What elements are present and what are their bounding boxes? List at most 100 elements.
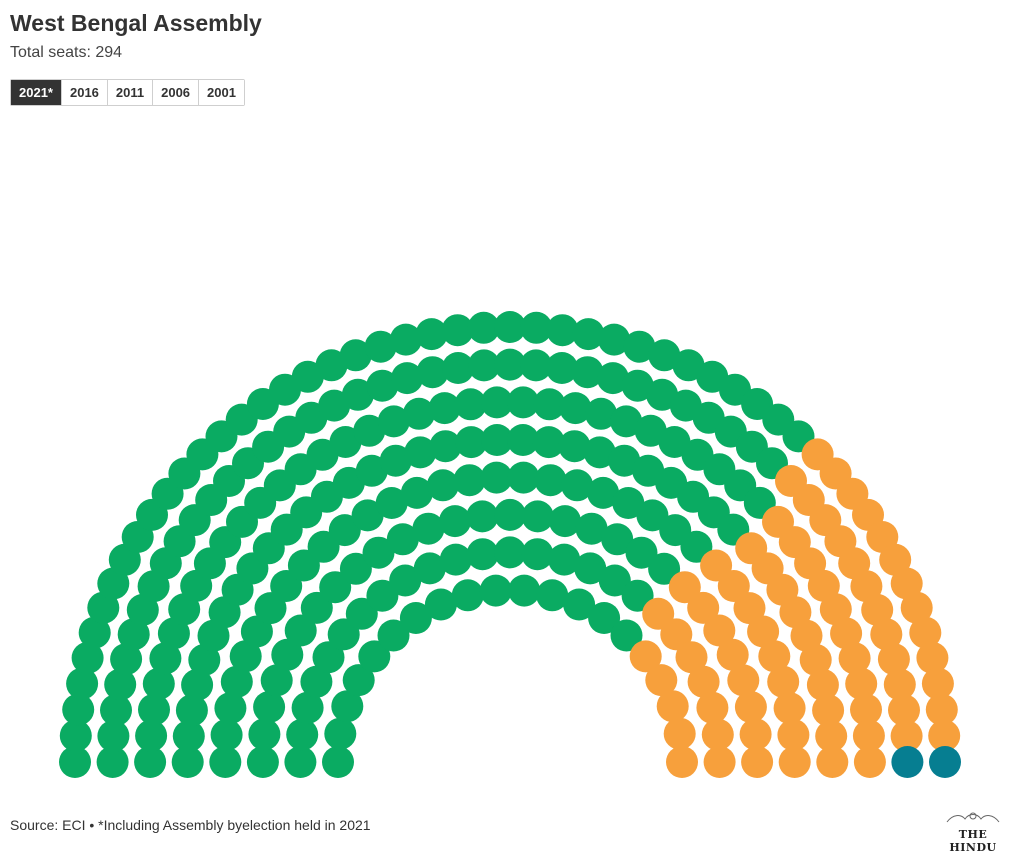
seat-green[interactable]	[429, 430, 462, 463]
seat-green[interactable]	[375, 487, 408, 519]
seat-green[interactable]	[636, 499, 669, 532]
seat-green[interactable]	[246, 746, 279, 778]
seat-green[interactable]	[454, 388, 487, 421]
seat-green[interactable]	[439, 505, 471, 538]
seat-orange[interactable]	[687, 665, 720, 698]
seat-green[interactable]	[533, 388, 566, 421]
seat-orange[interactable]	[767, 665, 800, 698]
seat-orange[interactable]	[850, 693, 882, 726]
seat-green[interactable]	[171, 746, 204, 778]
seat-green[interactable]	[521, 538, 554, 571]
seat-green[interactable]	[479, 574, 512, 607]
seat-orange[interactable]	[890, 567, 923, 600]
seat-green[interactable]	[149, 642, 182, 675]
seat-orange[interactable]	[663, 717, 696, 750]
seat-orange[interactable]	[909, 616, 942, 649]
seat-orange[interactable]	[777, 718, 810, 751]
seat-green[interactable]	[428, 392, 461, 425]
seat-green[interactable]	[96, 746, 129, 778]
tab-2021[interactable]: 2021*	[11, 80, 61, 105]
seat-green[interactable]	[286, 718, 319, 751]
seat-orange[interactable]	[696, 691, 729, 724]
seat-green[interactable]	[377, 405, 410, 438]
seat-orange[interactable]	[845, 667, 878, 700]
seat-green[interactable]	[412, 512, 445, 545]
seat-orange[interactable]	[734, 691, 767, 723]
seat-green[interactable]	[291, 360, 324, 393]
seat-green[interactable]	[284, 614, 317, 647]
seat-green[interactable]	[416, 356, 449, 389]
seat-green[interactable]	[97, 567, 130, 600]
seat-green[interactable]	[142, 667, 175, 700]
seat-green[interactable]	[507, 424, 539, 456]
seat-green[interactable]	[366, 579, 399, 612]
seat-green[interactable]	[598, 564, 631, 597]
seat-green[interactable]	[439, 543, 472, 576]
seat-orange[interactable]	[819, 593, 852, 626]
seat-green[interactable]	[400, 476, 433, 509]
seat-green[interactable]	[117, 618, 150, 651]
tab-2006[interactable]: 2006	[152, 80, 199, 105]
seat-green[interactable]	[175, 694, 208, 727]
seat-green[interactable]	[291, 691, 324, 724]
seat-green[interactable]	[441, 314, 474, 347]
seat-orange[interactable]	[703, 614, 736, 647]
seat-orange[interactable]	[799, 643, 832, 676]
seat-green[interactable]	[341, 378, 374, 411]
seat-green[interactable]	[331, 690, 364, 723]
seat-green[interactable]	[413, 552, 446, 585]
seat-orange[interactable]	[660, 618, 693, 651]
seat-green[interactable]	[494, 311, 526, 343]
seat-green[interactable]	[389, 564, 422, 597]
tab-2001[interactable]: 2001	[198, 80, 244, 105]
seat-orange[interactable]	[703, 746, 736, 778]
seat-orange[interactable]	[852, 719, 885, 752]
seat-green[interactable]	[587, 476, 620, 509]
seat-green[interactable]	[355, 454, 388, 487]
seat-green[interactable]	[612, 487, 645, 519]
seat-green[interactable]	[480, 386, 513, 419]
seat-green[interactable]	[248, 718, 281, 751]
seat-green[interactable]	[403, 397, 435, 430]
seat-green[interactable]	[389, 323, 422, 356]
seat-green[interactable]	[424, 588, 457, 621]
seat-green[interactable]	[78, 616, 111, 649]
seat-green[interactable]	[494, 536, 526, 569]
seat-green[interactable]	[324, 717, 357, 750]
seat-green[interactable]	[138, 693, 170, 726]
seat-green[interactable]	[558, 430, 591, 463]
seat-green[interactable]	[546, 314, 579, 347]
seat-green[interactable]	[100, 694, 132, 727]
seat-green[interactable]	[521, 500, 554, 533]
seat-green[interactable]	[209, 746, 242, 778]
seat-orange[interactable]	[812, 694, 845, 727]
seat-green[interactable]	[339, 339, 372, 372]
seat-green[interactable]	[260, 664, 293, 697]
seat-green[interactable]	[110, 643, 143, 676]
seat-green[interactable]	[481, 424, 513, 456]
seat-green[interactable]	[284, 746, 317, 778]
seat-green[interactable]	[545, 352, 578, 384]
seat-orange[interactable]	[890, 720, 923, 752]
seat-green[interactable]	[466, 538, 499, 571]
seat-orange[interactable]	[838, 642, 871, 675]
seat-green[interactable]	[507, 386, 540, 419]
seat-green[interactable]	[559, 392, 592, 425]
seat-green[interactable]	[322, 746, 354, 778]
seat-orange[interactable]	[879, 543, 912, 576]
seat-orange[interactable]	[668, 571, 701, 604]
seat-orange[interactable]	[921, 667, 954, 700]
seat-orange[interactable]	[928, 719, 961, 752]
seat-orange[interactable]	[739, 718, 772, 751]
seat-green[interactable]	[563, 588, 596, 621]
seat-orange[interactable]	[717, 570, 750, 602]
seat-green[interactable]	[561, 469, 594, 502]
seat-green[interactable]	[157, 617, 190, 650]
seat-green[interactable]	[104, 668, 137, 701]
seat-orange[interactable]	[727, 664, 760, 697]
seat-green[interactable]	[455, 426, 488, 459]
seat-green[interactable]	[442, 352, 475, 384]
seat-green[interactable]	[300, 591, 333, 624]
seat-green[interactable]	[415, 318, 448, 351]
seat-green[interactable]	[312, 641, 345, 674]
